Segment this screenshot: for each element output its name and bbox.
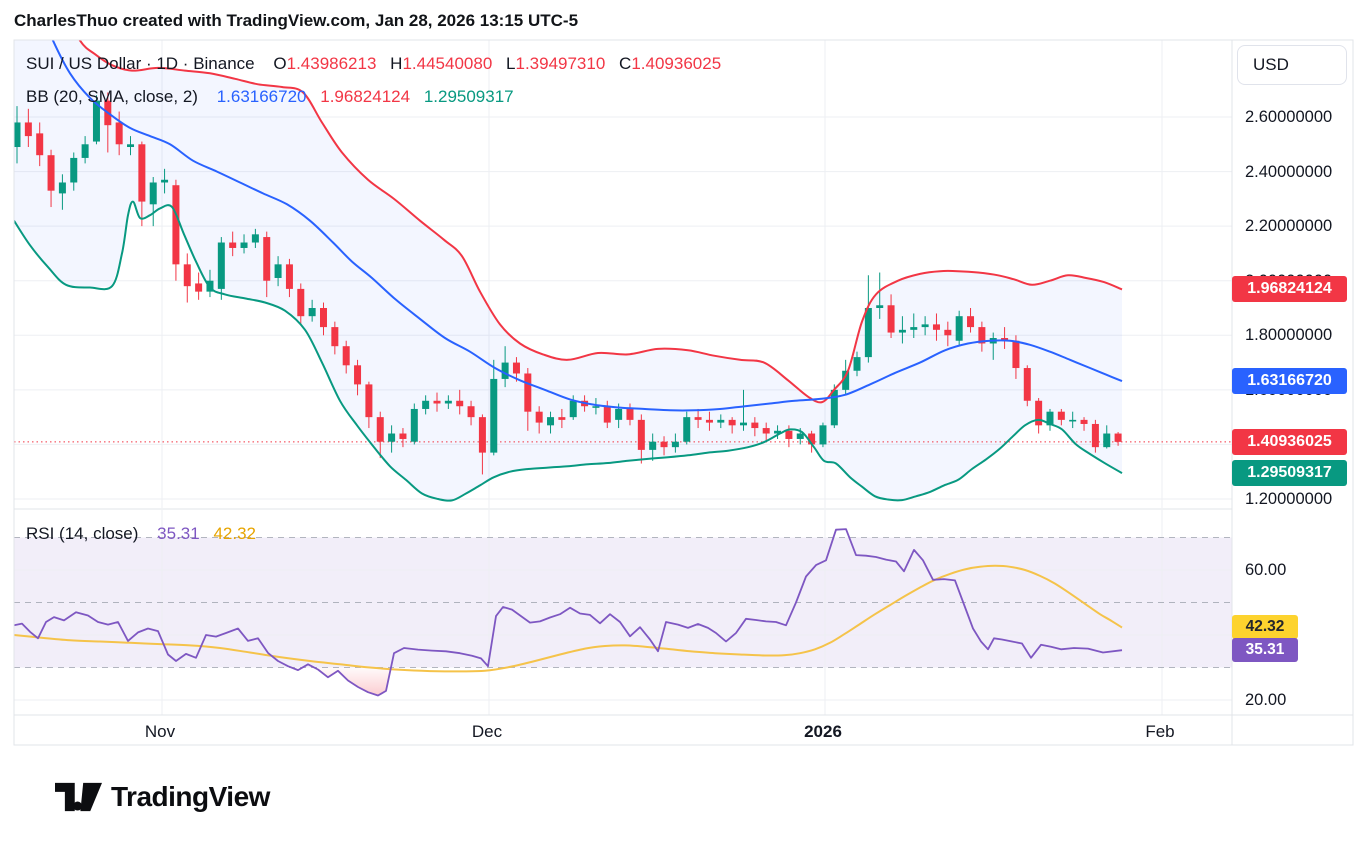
bb-lower-value: 1.29509317 bbox=[423, 87, 514, 106]
tradingview-logo-text: TradingView bbox=[111, 781, 270, 812]
bb-upper-line bbox=[78, 40, 1123, 404]
bb-fill-area bbox=[14, 40, 1122, 501]
rsi-axis-label: 60.00 bbox=[1245, 561, 1287, 579]
symbol-title: SUI / US Dollar · 1D · Binance bbox=[26, 54, 255, 73]
rsi-pane[interactable] bbox=[14, 510, 1232, 715]
bb-middle-value: 1.63166720 bbox=[216, 87, 307, 106]
chart-frame bbox=[13, 39, 1354, 746]
price-badge: 1.29509317 bbox=[1232, 460, 1347, 487]
ohlc-high: H1.44540080 bbox=[390, 54, 493, 73]
time-axis-label: Feb bbox=[1145, 722, 1175, 741]
time-axis-label: 2026 bbox=[804, 722, 842, 741]
attribution-text: CharlesThuo created with TradingView.com… bbox=[14, 11, 579, 30]
price-axis-label: 2.60000000 bbox=[1245, 108, 1333, 126]
bb-middle-line bbox=[51, 40, 1123, 412]
rsi-ma-value: 42.32 bbox=[213, 524, 256, 543]
price-badge: 1.63166720 bbox=[1232, 368, 1347, 395]
bb-upper-value: 1.96824124 bbox=[320, 87, 411, 106]
ohlc-low: L1.39497310 bbox=[506, 54, 606, 73]
symbol-legend[interactable]: SUI / US Dollar · 1D · Binance O1.439862… bbox=[26, 54, 721, 74]
rsi-badge: 42.32 bbox=[1232, 615, 1298, 640]
rsi-axis-label: 20.00 bbox=[1245, 691, 1287, 709]
bb-lower-line bbox=[14, 200, 1123, 502]
rsi-legend[interactable]: RSI (14, close) 35.31 42.32 bbox=[26, 524, 256, 544]
price-axis-label: 1.80000000 bbox=[1245, 326, 1333, 345]
time-axis-label: Nov bbox=[144, 722, 176, 741]
rsi-value: 35.31 bbox=[157, 524, 200, 543]
candles bbox=[14, 92, 1122, 475]
price-axis-label: 1.20000000 bbox=[1245, 489, 1333, 508]
time-axis-label: Dec bbox=[471, 722, 503, 741]
currency-button[interactable]: USD bbox=[1237, 45, 1347, 85]
price-badge: 1.40936025 bbox=[1232, 428, 1347, 455]
tradingview-logo[interactable]: TradingView bbox=[55, 781, 270, 813]
rsi-badge: 35.31 bbox=[1232, 638, 1298, 663]
price-axis-label: 2.20000000 bbox=[1245, 217, 1333, 236]
bb-legend[interactable]: BB (20, SMA, close, 2) 1.63166720 1.9682… bbox=[26, 87, 514, 107]
price-badge: 1.96824124 bbox=[1232, 276, 1347, 303]
main-price-pane[interactable] bbox=[14, 0, 1233, 508]
rsi-line bbox=[14, 528, 1123, 697]
ohlc-close: C1.40936025 bbox=[619, 54, 722, 73]
price-axis-label: 2.40000000 bbox=[1245, 162, 1333, 181]
tradingview-mark-icon bbox=[55, 782, 102, 812]
ohlc-open: O1.43986213 bbox=[273, 54, 377, 73]
rsi-label: RSI (14, close) bbox=[26, 524, 139, 543]
bb-label: BB (20, SMA, close, 2) bbox=[26, 87, 198, 106]
